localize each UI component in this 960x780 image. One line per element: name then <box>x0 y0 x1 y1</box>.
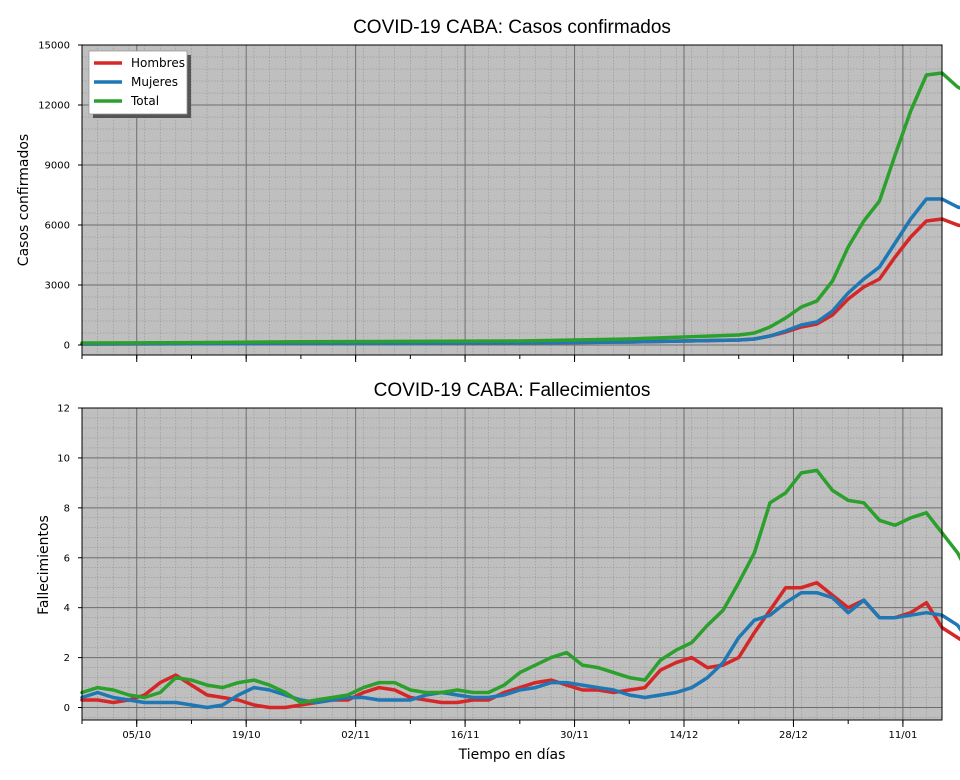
y-tick-label: 0 <box>64 341 70 352</box>
plot-area-casos <box>82 45 942 355</box>
y-tick-label: 12000 <box>38 101 70 112</box>
chart-casos-confirmados: 0 3000 6000 9000 12000 15000 COVID-19 CABA: C… <box>16 17 960 362</box>
plot-frame-casos <box>81 44 943 356</box>
y-tick-label: 15000 <box>38 41 70 52</box>
x-tick-label: 14/12 <box>670 730 699 741</box>
y-tick-label: 6000 <box>45 221 70 232</box>
y-axis-label-fallecimientos: Fallecimientos <box>36 515 52 615</box>
y-tick-label: 6 <box>64 553 70 564</box>
x-tick-label: 11/01 <box>888 730 917 741</box>
x-tick-label: 19/10 <box>232 730 261 741</box>
x-axis-label: Tiempo en días <box>458 747 566 763</box>
legend-label-total: Total <box>130 94 159 108</box>
y-tick-label: 8 <box>64 503 70 514</box>
y-tick-label: 10 <box>57 453 70 464</box>
x-tick-label: 02/11 <box>341 730 370 741</box>
chart-fallecimientos: 0 2 4 6 8 10 12 05/10 19/10 02/11 16/11 30/11 14/12… <box>36 380 960 763</box>
y-tick-label: 3000 <box>45 281 70 292</box>
y-tick-label: 0 <box>64 703 70 714</box>
legend-label-hombres: Hombres <box>131 56 185 70</box>
legend-label-mujeres: Mujeres <box>131 75 178 89</box>
series-line-total <box>80 71 960 345</box>
y-tick-label: 12 <box>57 404 70 415</box>
x-tick-label: 28/12 <box>779 730 808 741</box>
series-line-mujeres <box>80 590 960 710</box>
series-line-total <box>80 468 960 705</box>
x-tick-label: 05/10 <box>122 730 151 741</box>
y-tick-label: 2 <box>64 653 70 664</box>
chart-title-fallecimientos: COVID-19 CABA: Fallecimientos <box>374 380 651 401</box>
series-line-mujeres <box>80 197 960 346</box>
y-tick-label: 4 <box>64 603 70 614</box>
plot-frame-fallecimientos <box>81 407 943 721</box>
y-axis-label-casos: Casos confirmados <box>16 134 32 266</box>
x-tick-label: 30/11 <box>560 730 589 741</box>
legend: Hombres Mujeres Total <box>88 50 191 118</box>
chart-title-casos: COVID-19 CABA: Casos confirmados <box>353 17 671 38</box>
y-tick-label: 9000 <box>45 161 70 172</box>
plot-area-fallecimientos <box>82 408 942 720</box>
x-tick-label: 16/11 <box>451 730 480 741</box>
